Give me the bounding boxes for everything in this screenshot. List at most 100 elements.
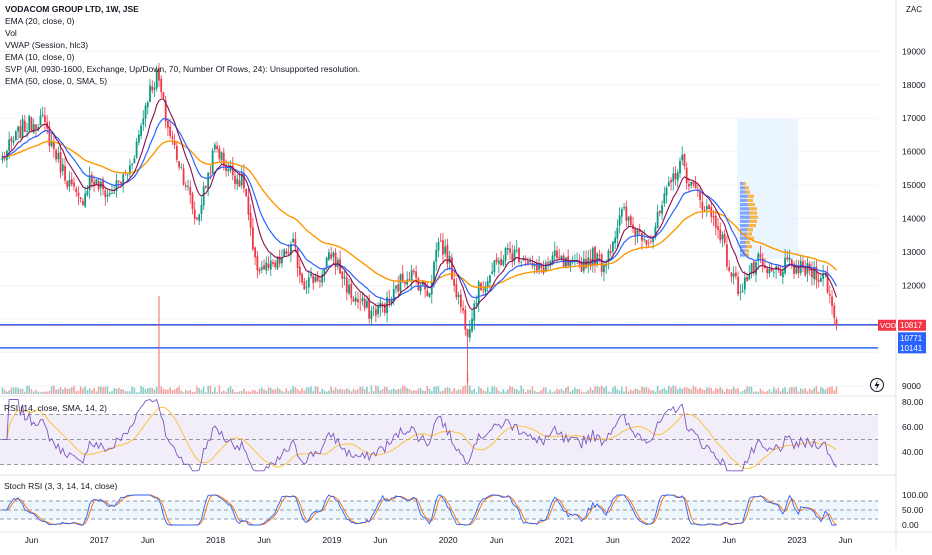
candle bbox=[77, 186, 80, 206]
volume-bar bbox=[833, 390, 836, 394]
volume-bar bbox=[357, 389, 359, 394]
candle-body bbox=[656, 211, 659, 228]
candle-body bbox=[77, 192, 80, 197]
candle bbox=[6, 149, 8, 168]
volume-bar bbox=[35, 389, 37, 394]
candle-body bbox=[464, 309, 467, 330]
rsi-label[interactable]: RSI (14, close, SMA, 14, 2) bbox=[4, 403, 107, 413]
legend-vwap[interactable]: VWAP (Session, hlc3) bbox=[5, 40, 89, 50]
candle bbox=[426, 282, 429, 297]
candle-body bbox=[802, 261, 804, 268]
volume-bar bbox=[26, 385, 28, 394]
candle bbox=[430, 274, 433, 304]
volume-bar bbox=[509, 386, 511, 394]
volume-bar bbox=[401, 385, 404, 394]
candle bbox=[439, 233, 442, 243]
candle-body bbox=[372, 308, 375, 310]
time-tick-label: Jun bbox=[606, 535, 620, 545]
stoch-rsi-label[interactable]: Stoch RSI (3, 3, 14, 14, close) bbox=[4, 481, 118, 491]
volume-bar bbox=[596, 386, 599, 394]
candle bbox=[41, 106, 44, 118]
volume-bar bbox=[621, 386, 623, 394]
candle bbox=[341, 270, 344, 288]
svp-bar-down bbox=[747, 236, 754, 240]
candle bbox=[576, 252, 579, 265]
candle-body bbox=[144, 105, 147, 119]
candle bbox=[623, 202, 625, 211]
volume-bar bbox=[316, 386, 319, 394]
legend-vol[interactable]: Vol bbox=[5, 28, 17, 38]
svp-bar-down bbox=[746, 232, 752, 236]
volume-bar bbox=[797, 391, 800, 394]
legend-ema20[interactable]: EMA (20, close, 0) bbox=[5, 16, 75, 26]
candle bbox=[205, 185, 207, 190]
candle bbox=[802, 256, 804, 272]
candle bbox=[196, 217, 198, 221]
volume-bar bbox=[368, 392, 370, 394]
candle-body bbox=[509, 248, 511, 253]
volume-bar bbox=[629, 389, 632, 394]
legend-ema50[interactable]: EMA (50, close, 0, SMA, 5) bbox=[5, 76, 108, 86]
volume-bar bbox=[252, 389, 254, 394]
candle bbox=[374, 303, 377, 323]
volume-bar bbox=[773, 387, 775, 394]
volume-bar bbox=[375, 385, 377, 394]
volume-bar bbox=[59, 387, 62, 394]
candle bbox=[169, 118, 172, 139]
candle bbox=[307, 270, 310, 294]
time-tick-label: 2020 bbox=[439, 535, 458, 545]
candle bbox=[395, 285, 397, 294]
volume-bar bbox=[191, 391, 194, 394]
volume-bar bbox=[100, 386, 102, 394]
volume-bar bbox=[652, 390, 654, 394]
candle-body bbox=[594, 246, 596, 266]
candle bbox=[708, 203, 710, 210]
candle-body bbox=[140, 125, 142, 136]
candle-body bbox=[164, 99, 167, 122]
svp-bar-up bbox=[740, 236, 748, 240]
volume-bar bbox=[12, 387, 15, 394]
candle-body bbox=[408, 279, 411, 280]
candle bbox=[797, 259, 800, 279]
price-tick-label: 14000 bbox=[902, 214, 926, 224]
candle-body bbox=[113, 192, 116, 194]
volume-bar bbox=[471, 390, 473, 394]
volume-bar bbox=[638, 390, 641, 394]
candle bbox=[151, 80, 154, 94]
volume-bar bbox=[17, 387, 19, 394]
candle-body bbox=[817, 279, 820, 282]
candle bbox=[332, 250, 335, 264]
legend-svp[interactable]: SVP (All, 0930-1600, Exchange, Up/Down, … bbox=[5, 64, 361, 74]
volume-bar bbox=[70, 387, 73, 394]
volume-bar bbox=[623, 391, 625, 394]
candle bbox=[164, 96, 167, 129]
candle bbox=[766, 266, 769, 280]
volume-bar bbox=[527, 389, 529, 394]
candle bbox=[363, 294, 366, 312]
legend-ema10[interactable]: EMA (10, close, 0) bbox=[5, 52, 75, 62]
candle bbox=[339, 250, 341, 275]
candle bbox=[75, 186, 78, 197]
candle-body bbox=[276, 257, 279, 269]
candle bbox=[140, 122, 142, 140]
volume-bar bbox=[502, 389, 505, 394]
candle bbox=[285, 248, 288, 255]
candle-body bbox=[265, 262, 268, 271]
candle-body bbox=[8, 139, 11, 151]
volume-bar bbox=[149, 387, 151, 394]
candle bbox=[531, 255, 534, 270]
volume-bar bbox=[786, 391, 789, 394]
symbol-title[interactable]: VODACOM GROUP LTD, 1W, JSE bbox=[5, 4, 139, 14]
candle-body bbox=[348, 284, 350, 294]
candle-body bbox=[641, 232, 643, 241]
candle bbox=[88, 166, 91, 199]
candle-body bbox=[269, 260, 272, 270]
candle-body bbox=[41, 114, 44, 116]
candle bbox=[455, 277, 458, 301]
svp-bar-down bbox=[743, 182, 746, 186]
candle-body bbox=[504, 248, 507, 261]
candle-body bbox=[739, 292, 742, 293]
candle-body bbox=[184, 185, 187, 187]
